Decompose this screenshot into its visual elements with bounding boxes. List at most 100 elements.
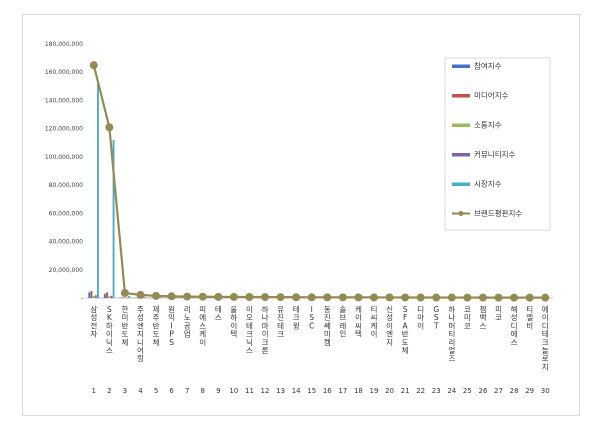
y-tick-label: 40,000,000 [49, 239, 84, 246]
x-index-label: 6 [169, 387, 174, 395]
x-category-label: 디아이 [417, 305, 424, 330]
line-point-2 [105, 123, 113, 131]
bar-1-1 [88, 292, 90, 298]
x-index-label: 2 [107, 387, 111, 395]
legend-swatch [452, 183, 470, 187]
x-category-label: SFA반도체 [402, 305, 409, 355]
line-point-14 [292, 293, 300, 301]
bar-4-2 [110, 296, 112, 298]
x-index-label: 22 [416, 387, 425, 395]
legend-label: 브랜드평판지수 [474, 208, 522, 218]
line-point-27 [495, 294, 503, 302]
line-point-19 [370, 293, 378, 301]
legend-label: 시장지수 [474, 179, 502, 189]
x-index-label: 10 [229, 387, 238, 395]
x-index-label: 1 [92, 387, 96, 395]
x-category-label: 제주반도체 [153, 305, 160, 347]
legend-swatch [452, 124, 470, 128]
line-point-17 [339, 293, 347, 301]
legend-box [445, 58, 550, 230]
x-index-label: 12 [261, 387, 270, 395]
y-tick-label: - [81, 295, 83, 302]
y-tick-label: 140,000,000 [45, 97, 83, 104]
x-index-label: 9 [216, 387, 220, 395]
line-point-25 [463, 294, 471, 302]
y-tick-label: 80,000,000 [49, 182, 84, 189]
x-index-label: 28 [510, 387, 519, 395]
line-point-5 [152, 292, 160, 300]
legend-line-marker [459, 211, 464, 216]
line-point-28 [510, 294, 518, 302]
line-point-7 [183, 293, 191, 301]
line-point-20 [386, 293, 394, 301]
y-tick-label: 120,000,000 [45, 126, 83, 133]
chart: 180,000,000 1 60,000,000 140,000,000 120,000… [23, 15, 579, 415]
line-point-4 [136, 291, 144, 299]
bar-5-4 [144, 297, 146, 298]
x-index-label: 30 [541, 387, 550, 395]
line-point-9 [214, 293, 222, 301]
line-point-8 [199, 293, 207, 301]
bar-3-2 [108, 296, 110, 298]
line-point-30 [541, 294, 549, 302]
x-index-label: 18 [354, 387, 363, 395]
x-index-label: 14 [292, 387, 301, 395]
x-index-label: 17 [338, 387, 347, 395]
x-index-label: 21 [401, 387, 410, 395]
chart-frame: 180,000,000 1 60,000,000 140,000,000 120,000… [22, 14, 580, 416]
line-point-3 [121, 289, 129, 297]
line-point-11 [245, 293, 253, 301]
y-tick-label: 100,000,000 [45, 154, 83, 161]
x-index-label: 11 [245, 387, 254, 395]
x-index-label: 3 [123, 387, 127, 395]
legend-swatch [452, 94, 470, 98]
x-index-label: 20 [385, 387, 394, 395]
bar-2-2 [106, 292, 108, 298]
line-point-23 [432, 294, 440, 302]
legend-label: 소통지수 [474, 121, 502, 130]
line-point-29 [526, 294, 534, 302]
x-index-label: 19 [370, 387, 379, 395]
x-index-label: 5 [154, 387, 158, 395]
bar-5-3 [128, 296, 130, 298]
legend-label: 미디어지수 [474, 90, 509, 100]
line-point-24 [448, 294, 456, 302]
line-point-21 [401, 293, 409, 301]
line-point-1 [90, 61, 98, 69]
bar-4-1 [95, 295, 97, 298]
x-index-label: 25 [463, 387, 472, 395]
line-point-10 [230, 293, 238, 301]
legend-swatch [452, 153, 470, 157]
line-point-16 [323, 293, 331, 301]
y-tick-label: 180,000,000 [45, 41, 83, 48]
y-tick-label: 60,000,000 [49, 210, 84, 217]
x-index-label: 8 [201, 387, 205, 395]
bar-1-2 [104, 294, 106, 298]
x-index-label: 4 [138, 387, 143, 395]
line-point-13 [277, 293, 285, 301]
x-category-label: 한미반도체 [121, 305, 128, 347]
x-index-label: 13 [276, 387, 285, 395]
x-index-label: 29 [525, 387, 534, 395]
